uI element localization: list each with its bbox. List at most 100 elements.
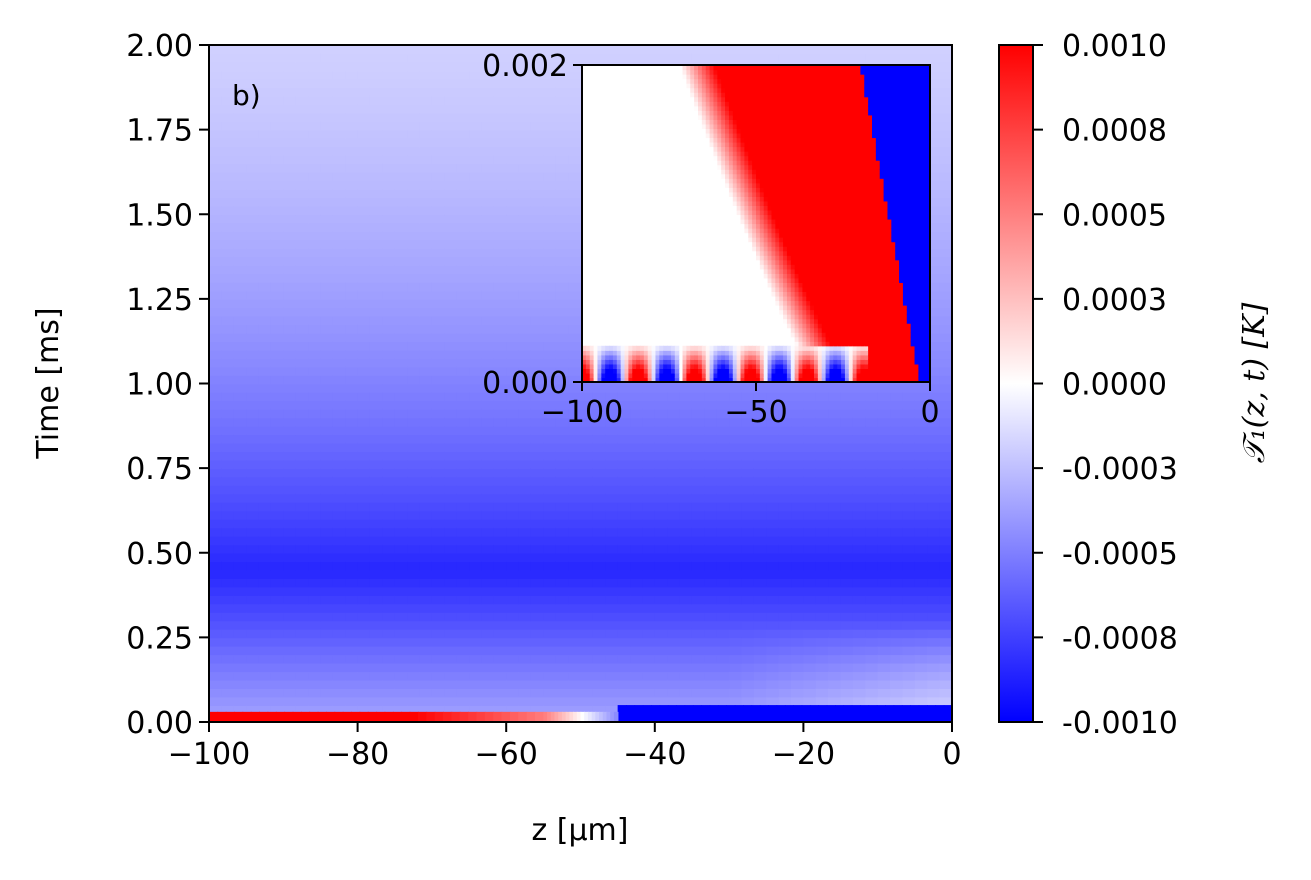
main-heat-cell [345,501,359,512]
main-heat-cell [642,611,656,622]
main-heat-cell [791,603,805,613]
main-heat-cell [469,527,483,537]
main-heat-cell [419,239,433,249]
main-heat-cell [543,231,557,241]
main-heat-cell [270,281,285,292]
main-heat-cell [766,493,780,503]
main-heat-cell [469,87,483,97]
main-heat-cell [543,671,557,681]
main-heat-cell [419,544,433,554]
main-heat-cell [791,425,805,436]
main-heat-cell [778,451,792,461]
main-heat-cell [803,493,817,503]
main-heat-cell [407,578,421,588]
main-band-cell [701,705,711,722]
main-heat-cell [283,239,297,249]
main-heat-cell [617,510,631,520]
main-heat-cell [382,290,396,300]
main-heat-cell [642,662,656,673]
main-heat-cell [939,358,952,368]
main-heat-cell [419,595,433,605]
main-heat-cell [332,129,347,139]
main-heat-cell [233,586,247,596]
main-heat-cell [939,679,952,689]
main-heat-cell [729,383,743,393]
main-heat-cell [308,171,322,182]
main-band-cell [901,705,912,722]
main-heat-cell [469,408,483,419]
main-heat-cell [209,61,223,72]
main-heat-cell [431,239,446,249]
main-heat-cell [481,104,495,114]
main-heat-cell [543,146,557,156]
main-heat-cell [580,425,594,436]
main-heat-cell [753,425,768,436]
main-heat-cell [345,417,359,427]
main-heat-cell [270,112,285,122]
main-heat-cell [815,696,829,706]
main-heat-cell [407,78,421,89]
main-heat-cell [394,459,408,469]
main-heat-cell [419,425,433,436]
main-heat-cell [654,417,668,427]
main-heat-cell [369,290,384,300]
main-heat-cell [592,595,607,605]
main-heat-cell [518,391,532,402]
main-heat-cell [555,603,569,613]
main-heat-cell [469,400,483,410]
main-heat-cell [493,197,507,207]
main-heat-cell [369,518,384,529]
main-heat-cell [233,442,247,452]
main-heat-cell [308,493,322,503]
main-heat-cell [295,535,309,546]
main-heat-cell [679,645,693,656]
main-heat-cell [382,163,396,173]
main-heat-cell [716,595,730,605]
main-heat-cell [506,459,520,469]
main-heat-cell [444,425,458,436]
main-heat-cell [345,620,359,630]
main-heat-cell [469,518,483,529]
main-heat-cell [630,417,644,427]
main-heat-cell [283,561,297,571]
main-heat-cell [209,332,223,342]
main-heat-cell [345,637,359,647]
main-heat-cell [630,408,644,419]
main-heat-cell [939,121,952,131]
main-heat-cell [803,662,817,673]
main-heat-cell [865,544,879,554]
main-heat-cell [332,341,347,351]
main-heat-cell [270,222,285,232]
main-heat-cell [382,468,396,478]
main-heat-cell [803,53,817,63]
inset-heat-cell [582,354,587,360]
main-heat-cell [939,87,952,97]
main-heat-cell [580,552,594,563]
main-heat-cell [679,400,693,410]
main-heat-cell [543,476,557,486]
main-heat-cell [382,214,396,224]
main-heat-cell [902,662,916,673]
main-heat-cell [766,688,780,698]
main-heat-cell [382,527,396,537]
main-heat-cell [456,611,470,622]
main-heat-cell [568,146,582,156]
main-heat-cell [555,298,569,309]
main-heat-cell [320,180,334,190]
main-heat-cell [518,552,532,563]
main-heat-cell [419,417,433,427]
main-heat-cell [914,468,929,478]
main-heat-cell [530,654,545,664]
main-heat-cell [555,265,569,275]
main-heat-cell [679,408,693,419]
main-band-cell [250,711,260,722]
main-heat-cell [481,121,495,131]
main-heat-cell [469,45,483,55]
main-heat-cell [791,654,805,664]
main-heat-cell [716,561,730,571]
main-heat-cell [394,70,408,80]
main-heat-cell [283,518,297,529]
main-heat-cell [308,645,322,656]
main-heat-cell [308,688,322,698]
main-heat-cell [642,442,656,452]
